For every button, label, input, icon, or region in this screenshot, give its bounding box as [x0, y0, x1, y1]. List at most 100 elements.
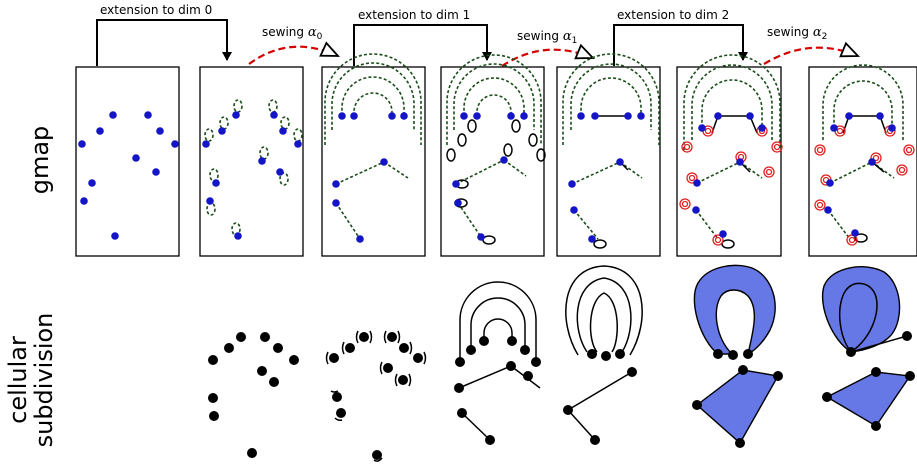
- vertex: [257, 366, 267, 376]
- row-label-gmap: gmap: [26, 126, 54, 195]
- gmap-panel-4: [440, 54, 546, 257]
- vertex: [111, 232, 119, 240]
- vertex: [80, 197, 88, 205]
- vertex: [719, 230, 727, 238]
- vertex: [845, 112, 853, 120]
- cell-subdivision-3: [325, 330, 427, 462]
- vertex: [273, 343, 283, 353]
- vertex: [826, 179, 834, 187]
- sewing-arrow-alpha2: sewing α2: [763, 25, 861, 65]
- row-label-cellular: cellular: [4, 336, 32, 424]
- vertex: [359, 332, 369, 342]
- vertex: [743, 349, 753, 359]
- sewing-0-label: sewing: [262, 25, 304, 39]
- cell-subdivision-5: [563, 265, 643, 445]
- vertex: [888, 124, 896, 132]
- vertex: [234, 232, 242, 240]
- sewing-2-label: sewing: [767, 25, 809, 39]
- vertex: [714, 112, 722, 120]
- vertex: [506, 361, 516, 371]
- vertex: [830, 124, 838, 132]
- vertex: [399, 343, 409, 353]
- vertex: [336, 408, 346, 418]
- alpha-1-subscript: 1: [572, 36, 578, 46]
- vertex: [615, 349, 625, 359]
- vertex: [871, 421, 881, 431]
- vertex: [455, 357, 465, 367]
- vertex: [531, 357, 541, 367]
- vertex: [452, 180, 460, 188]
- vertex: [236, 332, 246, 342]
- gmap-panel-5: [556, 53, 661, 257]
- vertex: [332, 392, 342, 402]
- vertex: [692, 400, 702, 410]
- vertex: [627, 367, 637, 377]
- vertex: [822, 392, 832, 402]
- vertex: [846, 347, 856, 357]
- vertex: [587, 349, 597, 359]
- vertex: [247, 448, 257, 458]
- vertex: [388, 112, 396, 120]
- vertex: [289, 355, 299, 365]
- extension-arrow-dim2: extension to dim 2: [613, 8, 748, 66]
- vertex: [577, 112, 585, 120]
- vertex: [206, 197, 214, 205]
- vertex: [232, 111, 240, 119]
- vertex: [460, 112, 468, 120]
- svg-text:sewing α0: sewing α0: [262, 25, 323, 42]
- vertex: [258, 157, 266, 165]
- vertex: [144, 111, 152, 119]
- extension-dim1-label: extension to dim 1: [358, 8, 470, 22]
- vertex: [523, 371, 533, 381]
- cell-subdivision-2: [208, 332, 299, 458]
- vertex: [466, 345, 476, 355]
- vertex: [876, 112, 884, 120]
- gmap-panel-6: [676, 54, 783, 257]
- vertex: [590, 435, 600, 445]
- vertex: [224, 343, 234, 353]
- vertex: [454, 199, 462, 207]
- vertex: [637, 112, 645, 120]
- vertex: [736, 158, 744, 166]
- vertex: [588, 235, 596, 243]
- vertex: [824, 206, 832, 214]
- vertex: [156, 127, 164, 135]
- gmap-panel-1: [75, 66, 180, 257]
- cell-subdivision-4: [454, 281, 541, 445]
- vertex: [132, 154, 140, 162]
- vertex: [329, 353, 339, 363]
- vertex: [473, 112, 481, 120]
- vertex: [591, 112, 599, 120]
- alpha-2-subscript: 2: [822, 32, 828, 42]
- gmap-panel-3: [321, 53, 426, 257]
- vertex: [738, 365, 748, 375]
- cell-subdivision-7: [822, 266, 915, 431]
- alpha-2-symbol: α: [813, 25, 822, 40]
- vertex: [477, 233, 485, 241]
- vertex: [693, 179, 701, 187]
- vertex: [218, 127, 226, 135]
- vertex: [698, 124, 706, 132]
- vertex: [269, 377, 279, 387]
- vertex: [413, 353, 423, 363]
- cell-subdivision-6: [692, 264, 783, 448]
- vertex: [400, 112, 408, 120]
- vertex: [212, 179, 220, 187]
- vertex: [905, 371, 915, 381]
- vertex: [485, 435, 495, 445]
- vertex: [713, 349, 723, 359]
- vertex: [454, 383, 464, 393]
- sewing-1-label: sewing: [517, 29, 559, 43]
- extension-arrow-dim0: extension to dim 0: [96, 3, 232, 66]
- alpha-0-subscript: 0: [317, 32, 323, 42]
- vertex: [457, 408, 467, 418]
- vertex: [616, 158, 624, 166]
- vertex: [332, 180, 340, 188]
- vertex: [871, 367, 881, 377]
- svg-text:sewing α1: sewing α1: [517, 29, 577, 46]
- vertex: [208, 393, 218, 403]
- vertex: [345, 343, 355, 353]
- vertex: [507, 336, 517, 346]
- vertex: [758, 124, 766, 132]
